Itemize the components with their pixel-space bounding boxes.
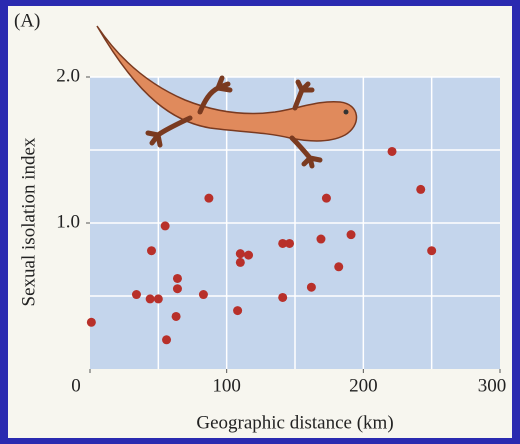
x-tick-label: 0 [71,375,81,396]
data-point [235,257,245,267]
data-point [285,238,295,248]
y-axis-label: Sexual isolation index [18,137,39,306]
data-point [334,262,344,272]
data-point [198,290,208,300]
data-point [131,290,141,300]
data-point [145,294,155,304]
y-tick-label: 2.0 [56,65,80,86]
data-point [86,317,96,327]
salamander-illustration [96,25,358,169]
data-point [387,146,397,156]
data-point [153,294,163,304]
data-point [171,311,181,321]
data-point [233,306,243,316]
x-axis-label: Geographic distance (km) [196,412,393,433]
data-point [147,246,156,256]
data-point [427,246,437,256]
y-tick-label: 1.0 [56,211,80,232]
x-tick-label: 200 [349,375,378,396]
panel-label: (A) [14,10,40,31]
data-point [244,250,254,260]
x-tick-label: 300 [478,375,507,396]
x-tick-label: 100 [212,375,241,396]
data-point [278,238,288,248]
data-point [235,249,245,259]
data-point [416,184,426,194]
data-point [172,284,182,294]
data-point [346,230,356,240]
data-point [204,193,214,203]
data-point [278,292,288,302]
data-point [306,282,316,292]
data-point [162,335,172,345]
data-point [316,234,326,244]
data-point [172,273,182,283]
data-point [321,193,331,203]
data-point [160,221,170,231]
